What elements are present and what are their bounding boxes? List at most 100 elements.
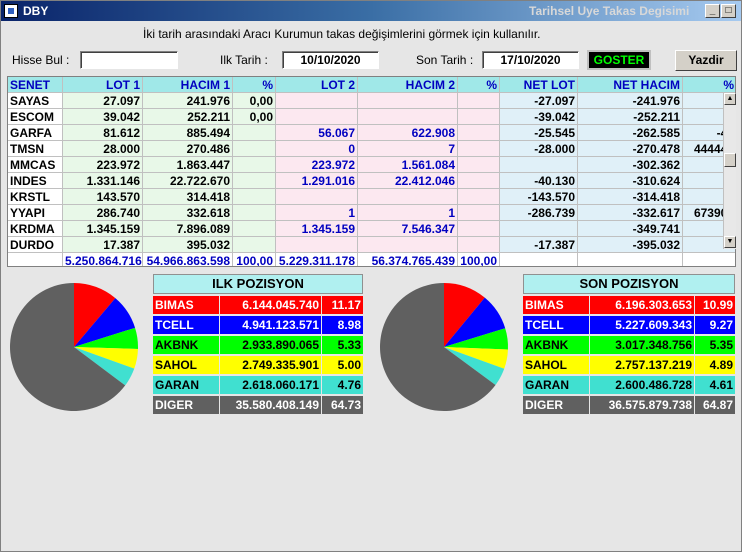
minimize-button[interactable]: _ xyxy=(705,4,720,18)
column-header[interactable]: NET HACIM xyxy=(578,77,683,93)
pie-slice-akbnk xyxy=(444,328,508,350)
table-cell xyxy=(683,157,735,173)
hisse-search-input[interactable] xyxy=(80,51,178,69)
ilk-tarih-input[interactable]: 10/10/2020 xyxy=(282,51,379,69)
table-cell xyxy=(233,189,276,205)
total-cell xyxy=(8,253,63,266)
total-cell: 54.966.863.598 xyxy=(143,253,233,266)
ilk-row-value: 2.749.335.901 xyxy=(220,356,321,374)
takas-table[interactable]: SENET LOT 1 HACIM 1% LOT 2 HACIM 2% NET LOT NE… xyxy=(7,76,736,267)
table-cell xyxy=(458,157,500,173)
son-row-value: 3.017.348.756 xyxy=(590,336,694,354)
ilk-row-name: BIMAS xyxy=(153,296,219,314)
table-cell xyxy=(276,237,358,253)
column-header[interactable]: % xyxy=(458,77,500,93)
table-cell: 270.486 xyxy=(143,141,233,157)
maximize-button[interactable]: □ xyxy=(721,4,736,18)
column-header[interactable]: LOT 1 xyxy=(63,77,143,93)
table-cell: YYAPI xyxy=(8,205,63,221)
ilk-row-value: 2.618.060.171 xyxy=(220,376,321,394)
pie-slice-diger xyxy=(380,283,496,411)
table-cell: 17.387 xyxy=(63,237,143,253)
table-cell: ESCOM xyxy=(8,109,63,125)
table-cell: -40.130 xyxy=(500,173,578,189)
son-row-name: BIMAS xyxy=(523,296,589,314)
table-cell xyxy=(683,189,735,205)
ilk-row-pct: 64.73 xyxy=(322,396,363,414)
table-cell xyxy=(683,109,735,125)
son-row-value: 36.575.879.738 xyxy=(590,396,694,414)
pie-slice-sahol xyxy=(74,347,138,369)
scroll-up-icon[interactable]: ▲ xyxy=(724,93,736,105)
table-cell xyxy=(500,157,578,173)
table-cell xyxy=(233,205,276,221)
ilk-row-value: 2.933.890.065 xyxy=(220,336,321,354)
pie-slice-tcell xyxy=(74,298,136,347)
son-tarih-input[interactable]: 17/10/2020 xyxy=(482,51,579,69)
table-cell: -310.624 xyxy=(578,173,683,189)
yazdir-button[interactable]: Yazdir xyxy=(675,50,737,71)
table-cell: MMCAS xyxy=(8,157,63,173)
ilk-row-name: SAHOL xyxy=(153,356,219,374)
ilk-row-pct: 5.00 xyxy=(322,356,363,374)
table-cell: 7.546.347 xyxy=(358,221,458,237)
table-cell: 622.908 xyxy=(358,125,458,141)
column-header[interactable]: SENET xyxy=(8,77,63,93)
table-cell: -302.362 xyxy=(578,157,683,173)
goster-button[interactable]: GOSTER xyxy=(587,50,651,70)
scroll-down-icon[interactable]: ▼ xyxy=(724,236,736,248)
window-subtitle: Tarihsel Uye Takas Degisimi xyxy=(529,4,690,18)
son-pozisyon-title: SON POZISYON xyxy=(523,274,735,294)
hisse-label: Hisse Bul : xyxy=(12,53,70,67)
hint-text: İki tarih arasındaki Aracı Kurumun takas… xyxy=(143,27,541,41)
table-cell: 7 xyxy=(358,141,458,157)
table-cell: -28.000 xyxy=(500,141,578,157)
son-row-name: DIGER xyxy=(523,396,589,414)
son-row-name: TCELL xyxy=(523,316,589,334)
table-cell: 241.976 xyxy=(143,93,233,109)
ilk-row-pct: 8.98 xyxy=(322,316,363,334)
ilk-row-pct: 5.33 xyxy=(322,336,363,354)
table-cell xyxy=(683,237,735,253)
ilk-row-pct: 11.17 xyxy=(322,296,363,314)
table-cell xyxy=(276,109,358,125)
table-cell xyxy=(233,221,276,237)
table-scrollbar[interactable]: ▲ ▼ xyxy=(723,93,736,249)
pie-slice-tcell xyxy=(444,297,506,347)
table-cell xyxy=(458,237,500,253)
table-cell: -39.042 xyxy=(500,109,578,125)
table-cell xyxy=(358,93,458,109)
table-cell xyxy=(458,125,500,141)
table-cell xyxy=(683,221,735,237)
column-header[interactable]: HACIM 2 xyxy=(358,77,458,93)
table-cell xyxy=(500,221,578,237)
scroll-thumb[interactable] xyxy=(724,153,736,167)
column-header[interactable]: HACIM 1 xyxy=(143,77,233,93)
table-cell: 395.032 xyxy=(143,237,233,253)
table-cell: 1.561.084 xyxy=(358,157,458,173)
table-cell: -270.478 xyxy=(578,141,683,157)
pie-slice-diger xyxy=(9,283,126,411)
column-header[interactable]: LOT 2 xyxy=(276,77,358,93)
table-cell: GARFA xyxy=(8,125,63,141)
table-cell: 223.972 xyxy=(63,157,143,173)
table-cell xyxy=(358,189,458,205)
column-header[interactable]: % xyxy=(233,77,276,93)
ilk-tarih-label: Ilk Tarih : xyxy=(220,53,268,67)
column-header[interactable]: % xyxy=(683,77,735,93)
table-cell: -314.418 xyxy=(578,189,683,205)
son-row-pct: 4.61 xyxy=(695,376,735,394)
title-bar[interactable]: DBY Tarihsel Uye Takas Degisimi _ □ xyxy=(1,1,741,21)
column-header[interactable]: NET LOT xyxy=(500,77,578,93)
son-row-name: AKBNK xyxy=(523,336,589,354)
table-cell xyxy=(358,109,458,125)
table-cell: 28.000 xyxy=(63,141,143,157)
son-row-name: GARAN xyxy=(523,376,589,394)
table-cell xyxy=(233,125,276,141)
son-row-name: SAHOL xyxy=(523,356,589,374)
ilk-row-name: DIGER xyxy=(153,396,219,414)
table-cell: KRDMA xyxy=(8,221,63,237)
table-cell: 81.612 xyxy=(63,125,143,141)
pie-slice-garan xyxy=(74,347,135,386)
son-pie-chart xyxy=(380,283,508,411)
